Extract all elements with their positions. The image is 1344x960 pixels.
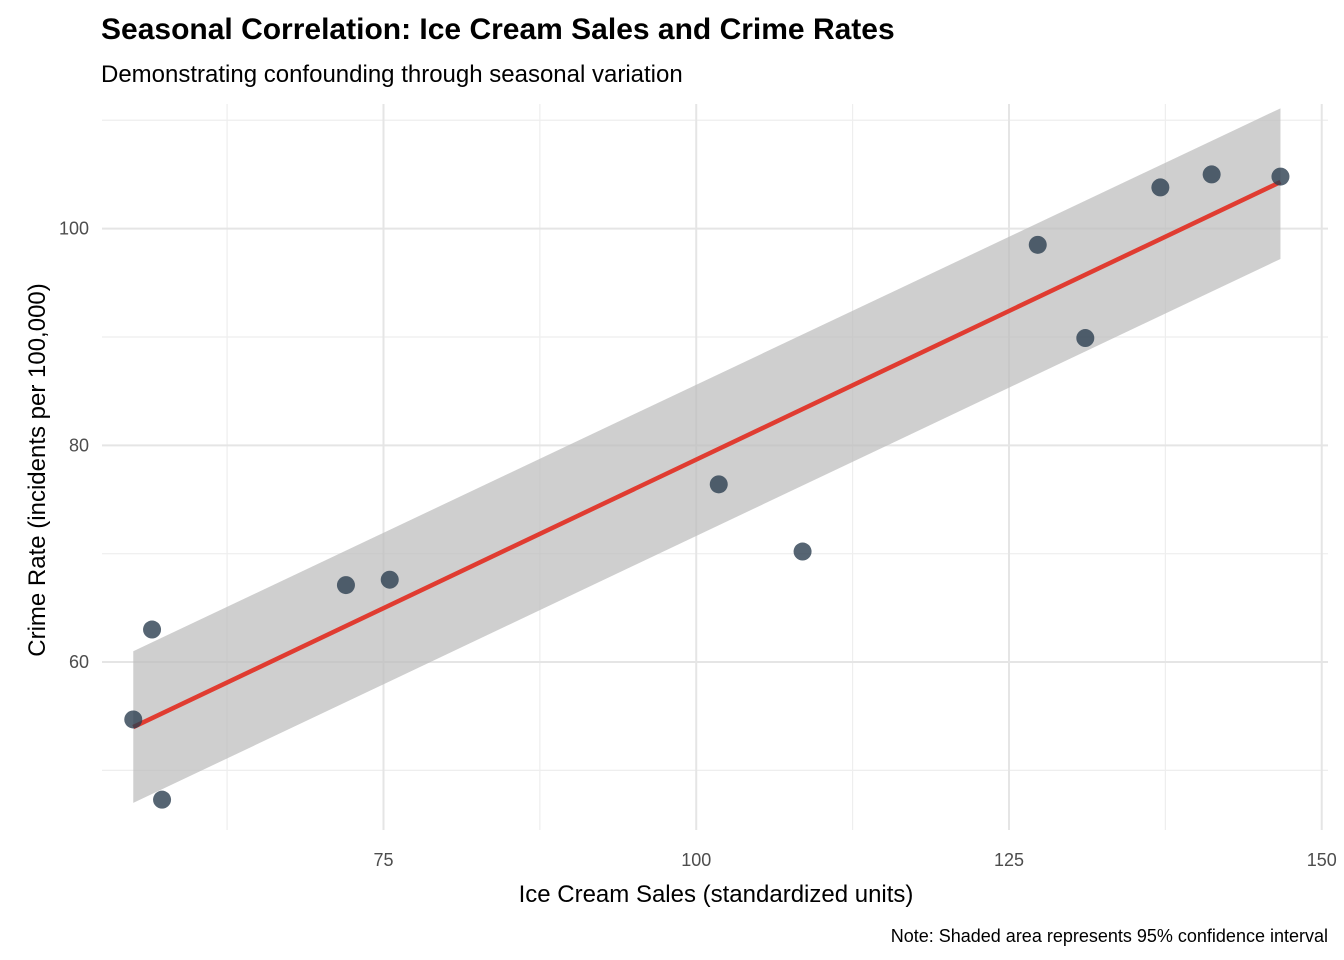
y-axis-title: Crime Rate (incidents per 100,000): [24, 283, 51, 657]
data-point: [124, 710, 143, 729]
y-tick-label: 80: [69, 435, 89, 455]
chart-caption: Note: Shaded area represents 95% confide…: [891, 926, 1328, 946]
data-point: [1151, 178, 1170, 197]
regression-line: [132, 179, 1282, 730]
fit-line-layer: [132, 179, 1282, 730]
data-point: [336, 576, 355, 595]
y-tick-label: 100: [59, 219, 89, 239]
data-point: [1076, 329, 1095, 348]
x-tick-label: 150: [1307, 850, 1337, 870]
tick-labels-layer: 75 100 125 150 60 80 100: [59, 219, 1337, 870]
data-point: [1028, 235, 1047, 254]
x-axis-title: Ice Cream Sales (standardized units): [519, 881, 914, 908]
data-point: [793, 542, 812, 561]
data-points-layer: [124, 165, 1290, 809]
data-point: [380, 570, 399, 589]
chart-subtitle: Demonstrating confounding through season…: [101, 61, 683, 88]
data-point: [143, 620, 162, 639]
y-tick-label: 60: [69, 652, 89, 672]
data-point: [709, 475, 728, 494]
x-tick-label: 100: [681, 850, 711, 870]
data-point: [153, 790, 172, 809]
x-tick-label: 75: [373, 850, 393, 870]
data-point: [1202, 165, 1221, 184]
x-tick-label: 125: [994, 850, 1024, 870]
chart-title: Seasonal Correlation: Ice Cream Sales an…: [101, 13, 895, 46]
data-point: [1271, 167, 1290, 186]
